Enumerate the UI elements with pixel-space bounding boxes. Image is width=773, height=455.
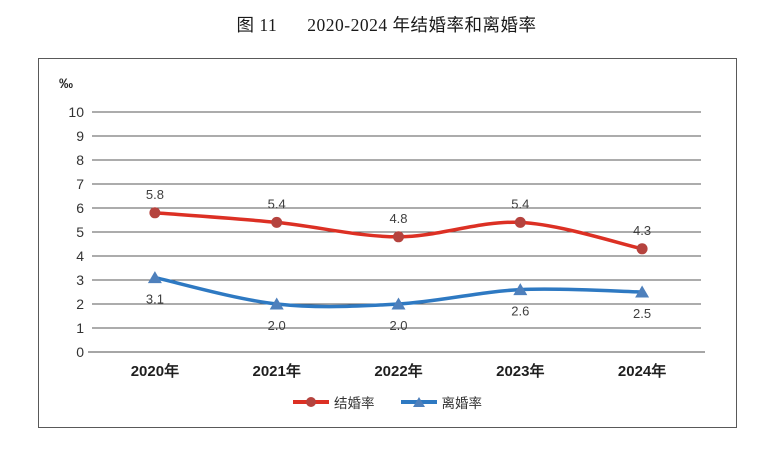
chart-title: 图 11 2020-2024 年结婚率和离婚率 xyxy=(0,12,773,37)
legend-item-marriage-rate: 结婚率 xyxy=(293,392,375,412)
y-tick-label: 1 xyxy=(76,320,84,336)
y-tick-label: 10 xyxy=(68,104,84,120)
legend-item-divorce-rate: 离婚率 xyxy=(400,392,483,412)
x-tick-label: 2023年 xyxy=(496,362,544,380)
legend-label-divorce-rate: 离婚率 xyxy=(441,396,483,411)
figure-number: 图 11 xyxy=(236,15,278,35)
y-tick-label: 8 xyxy=(76,152,84,168)
y-tick-label: 3 xyxy=(76,272,84,288)
divorce-rate-data-label: 2.0 xyxy=(268,318,286,333)
divorce-rate-legend-marker-icon xyxy=(400,397,437,407)
y-tick-label: 5 xyxy=(76,224,84,240)
x-tick-label: 2021年 xyxy=(253,362,301,380)
line-chart: 0 1 2 3 4 5 6 7 8 9 10 ‰ 2020年 2021年 2022年 2023年 2024年 5.… xyxy=(59,75,705,380)
marriage-rate-point xyxy=(149,207,161,219)
divorce-rate-data-label: 3.1 xyxy=(146,292,164,307)
marriage-rate-point xyxy=(271,216,283,228)
y-tick-label: 6 xyxy=(76,200,84,216)
y-tick-label: 9 xyxy=(76,128,84,144)
marriage-rate-data-label: 4.3 xyxy=(633,223,651,238)
divorce-rate-point xyxy=(391,297,406,310)
x-tick-label: 2024年 xyxy=(618,362,666,380)
y-tick-label: 7 xyxy=(76,176,84,192)
y-tick-label: 4 xyxy=(76,248,84,264)
divorce-rate-point xyxy=(147,271,162,284)
divorce-rate-data-label: 2.0 xyxy=(389,318,407,333)
marriage-rate-data-label: 5.4 xyxy=(511,196,529,211)
y-tick-label: 2 xyxy=(76,296,84,312)
marriage-rate-data-label: 5.8 xyxy=(146,187,164,202)
divorce-rate-data-label: 2.6 xyxy=(511,304,529,319)
y-tick-label: 0 xyxy=(76,344,84,360)
legend-label-marriage-rate: 结婚率 xyxy=(334,396,375,411)
marriage-rate-point xyxy=(393,231,404,243)
figure-title-text: 2020-2024 年结婚率和离婚率 xyxy=(307,15,537,35)
divorce-rate-data-label: 2.5 xyxy=(633,306,651,321)
y-axis-unit-label: ‰ xyxy=(59,75,73,91)
marriage-rate-legend-marker-icon xyxy=(293,397,329,407)
divorce-rate-point xyxy=(513,283,528,296)
chart-legend: 结婚率 离婚率 xyxy=(39,392,736,412)
x-tick-label: 2020年 xyxy=(131,362,179,380)
divorce-rate-point xyxy=(269,297,284,310)
chart-plot-area: 0 1 2 3 4 5 6 7 8 9 10 ‰ 2020年 2021年 2022年 2023年 2024年 5.… xyxy=(38,58,737,428)
marriage-rate-data-label: 5.4 xyxy=(268,196,286,211)
marriage-rate-point xyxy=(636,243,648,255)
marriage-rate-data-label: 4.8 xyxy=(389,211,407,226)
marriage-rate-point xyxy=(514,216,526,228)
x-tick-label: 2022年 xyxy=(374,362,422,380)
divorce-rate-point xyxy=(635,285,650,298)
